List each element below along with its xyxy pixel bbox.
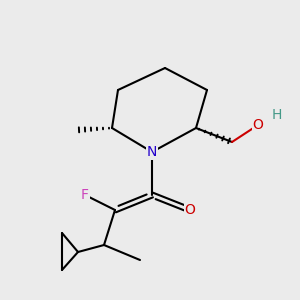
Text: H: H [272,108,282,122]
Text: O: O [184,203,195,217]
Text: N: N [147,145,157,159]
Text: F: F [81,188,89,202]
Text: O: O [253,118,263,132]
